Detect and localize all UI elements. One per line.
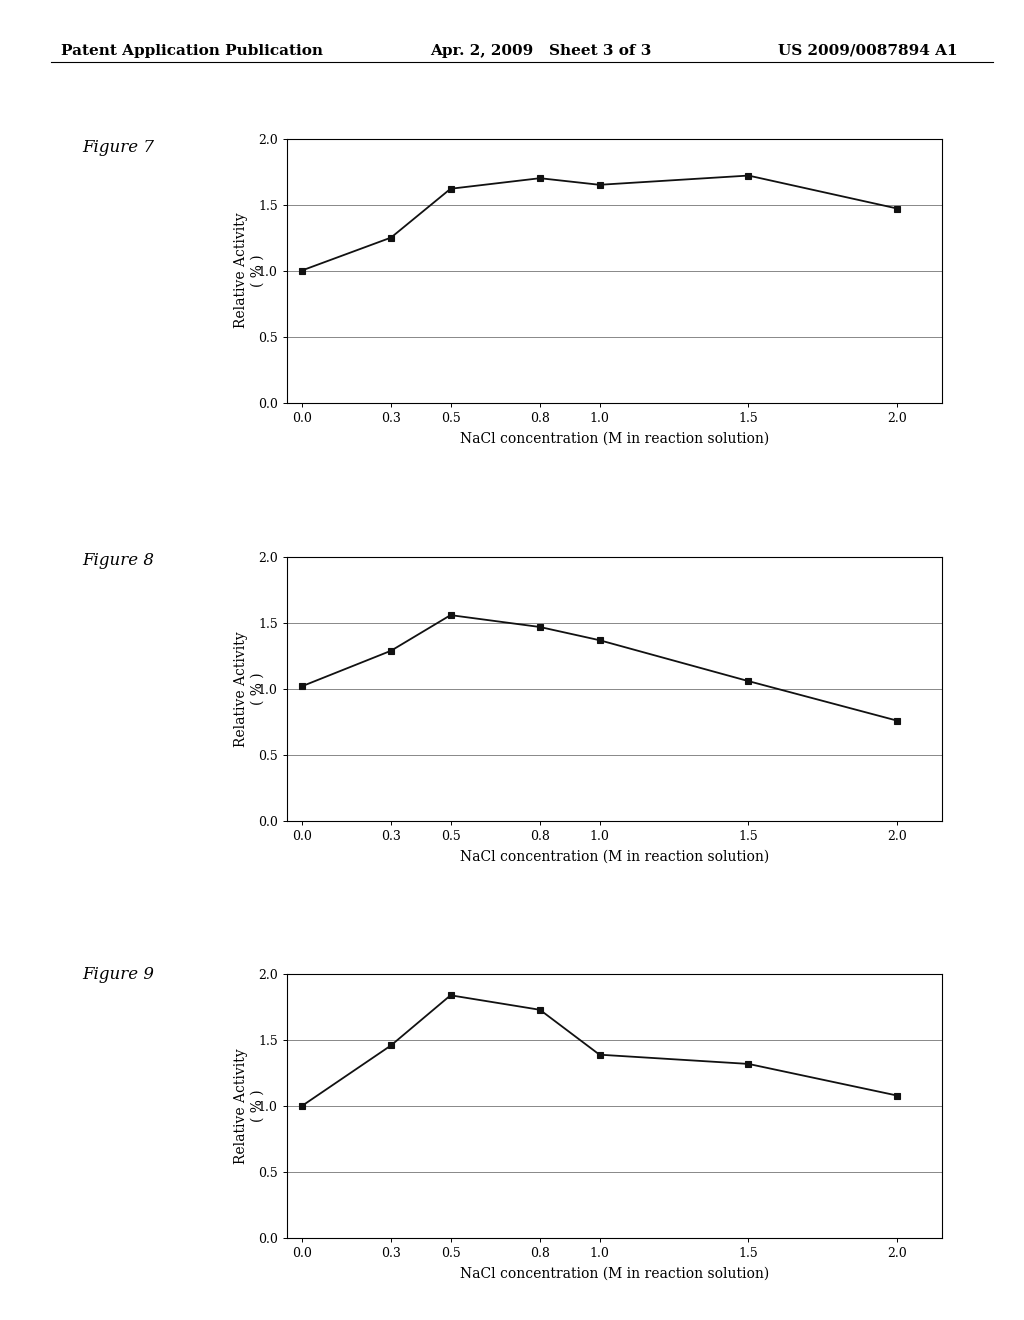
Y-axis label: Relative Activity
( % ): Relative Activity ( % ): [234, 1048, 264, 1164]
Text: Figure 8: Figure 8: [82, 552, 154, 569]
X-axis label: NaCl concentration (M in reaction solution): NaCl concentration (M in reaction soluti…: [460, 1267, 769, 1282]
Text: Apr. 2, 2009   Sheet 3 of 3: Apr. 2, 2009 Sheet 3 of 3: [430, 44, 651, 58]
X-axis label: NaCl concentration (M in reaction solution): NaCl concentration (M in reaction soluti…: [460, 850, 769, 865]
X-axis label: NaCl concentration (M in reaction solution): NaCl concentration (M in reaction soluti…: [460, 432, 769, 446]
Text: Figure 9: Figure 9: [82, 966, 154, 983]
Y-axis label: Relative Activity
( % ): Relative Activity ( % ): [234, 213, 264, 329]
Text: Figure 7: Figure 7: [82, 139, 154, 156]
Y-axis label: Relative Activity
( % ): Relative Activity ( % ): [234, 631, 264, 747]
Text: Patent Application Publication: Patent Application Publication: [61, 44, 324, 58]
Text: US 2009/0087894 A1: US 2009/0087894 A1: [778, 44, 957, 58]
